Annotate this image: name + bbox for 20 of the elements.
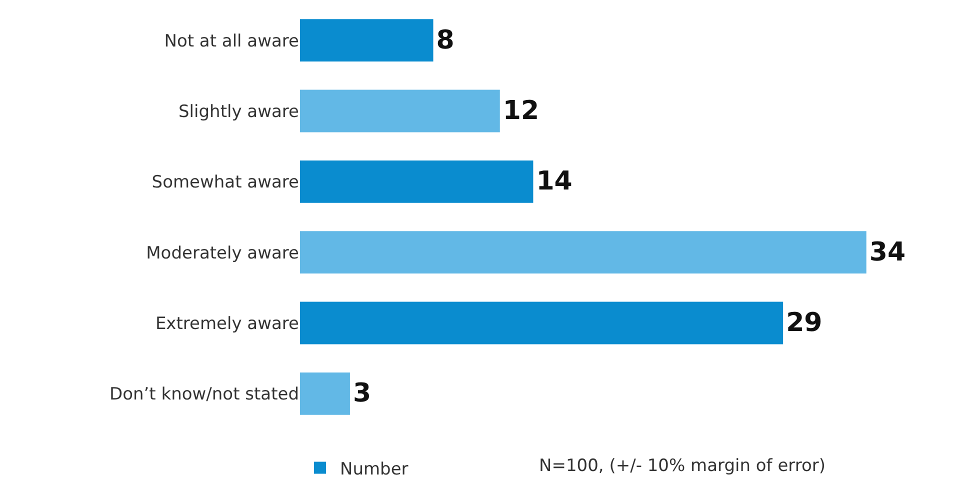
data-label: 14 <box>536 166 572 197</box>
bar <box>300 19 434 62</box>
y-tick-label: Not at all aware <box>164 31 299 52</box>
data-label: 8 <box>436 25 454 56</box>
data-label: 3 <box>352 378 372 409</box>
text: N=100, (+/- 10% margin of error) <box>539 456 826 476</box>
bar <box>300 372 350 415</box>
y-tick-label: Don’t know/not stated <box>110 384 299 405</box>
bar <box>300 160 534 203</box>
legend-label: Number <box>340 459 408 480</box>
y-tick-label: Moderately aware <box>146 243 299 264</box>
data-label: 34 <box>869 237 906 268</box>
bar <box>300 90 500 132</box>
bar <box>300 302 784 344</box>
y-tick-label: Slightly aware <box>178 102 299 122</box>
bar <box>300 231 866 274</box>
data-label: 12 <box>502 96 540 126</box>
y-tick-label: Extremely aware <box>155 314 299 334</box>
data-label: 29 <box>786 308 822 338</box>
y-tick-label: Somewhat aware <box>152 172 299 193</box>
